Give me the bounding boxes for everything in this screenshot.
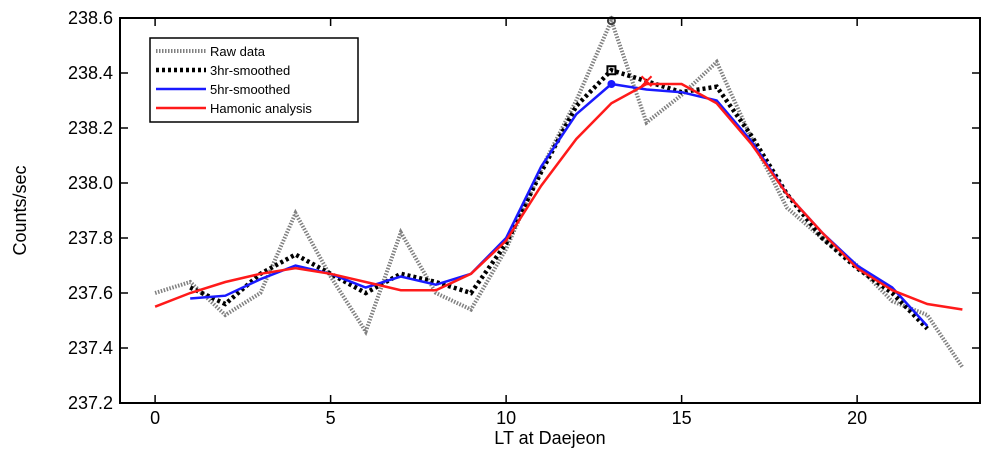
legend-label: 3hr-smoothed — [210, 63, 290, 78]
axis-ticks: 0 5 10 15 20 237.2 237.4 237.6 237.8 238.0 238.2 23… — [68, 8, 980, 428]
x-tick-label: 15 — [672, 408, 692, 428]
y-tick-label: 237.6 — [68, 283, 113, 303]
x-axis-title: LT at Daejeon — [494, 428, 605, 448]
series-layer — [154, 15, 965, 369]
legend: Raw data 3hr-smoothed 5hr-smoothed Hamonic … — [149, 37, 359, 123]
y-tick-label: 237.2 — [68, 393, 113, 413]
x-tick-label: 0 — [150, 408, 160, 428]
peak-marker-harmonic — [640, 75, 653, 87]
peak-marker-5hr — [607, 80, 616, 88]
peak-marker-3hr — [606, 65, 617, 76]
y-tick-label: 238.4 — [68, 63, 113, 83]
y-tick-label: 238.0 — [68, 173, 113, 193]
y-axis-title: Counts/sec — [10, 165, 30, 255]
legend-label: Hamonic analysis — [210, 101, 312, 116]
y-tick-label: 238.2 — [68, 118, 113, 138]
x-tick-label: 10 — [496, 408, 516, 428]
series-line-4 — [154, 82, 963, 311]
y-tick-label: 237.8 — [68, 228, 113, 248]
legend-label: 5hr-smoothed — [210, 82, 290, 97]
plot-frame — [119, 17, 981, 404]
x-tick-label: 5 — [326, 408, 336, 428]
y-tick-label: 237.4 — [68, 338, 113, 358]
x-tick-label: 20 — [847, 408, 867, 428]
series-line-2 — [189, 67, 929, 331]
y-tick-label: 238.6 — [68, 8, 113, 28]
legend-label: Raw data — [210, 44, 266, 59]
